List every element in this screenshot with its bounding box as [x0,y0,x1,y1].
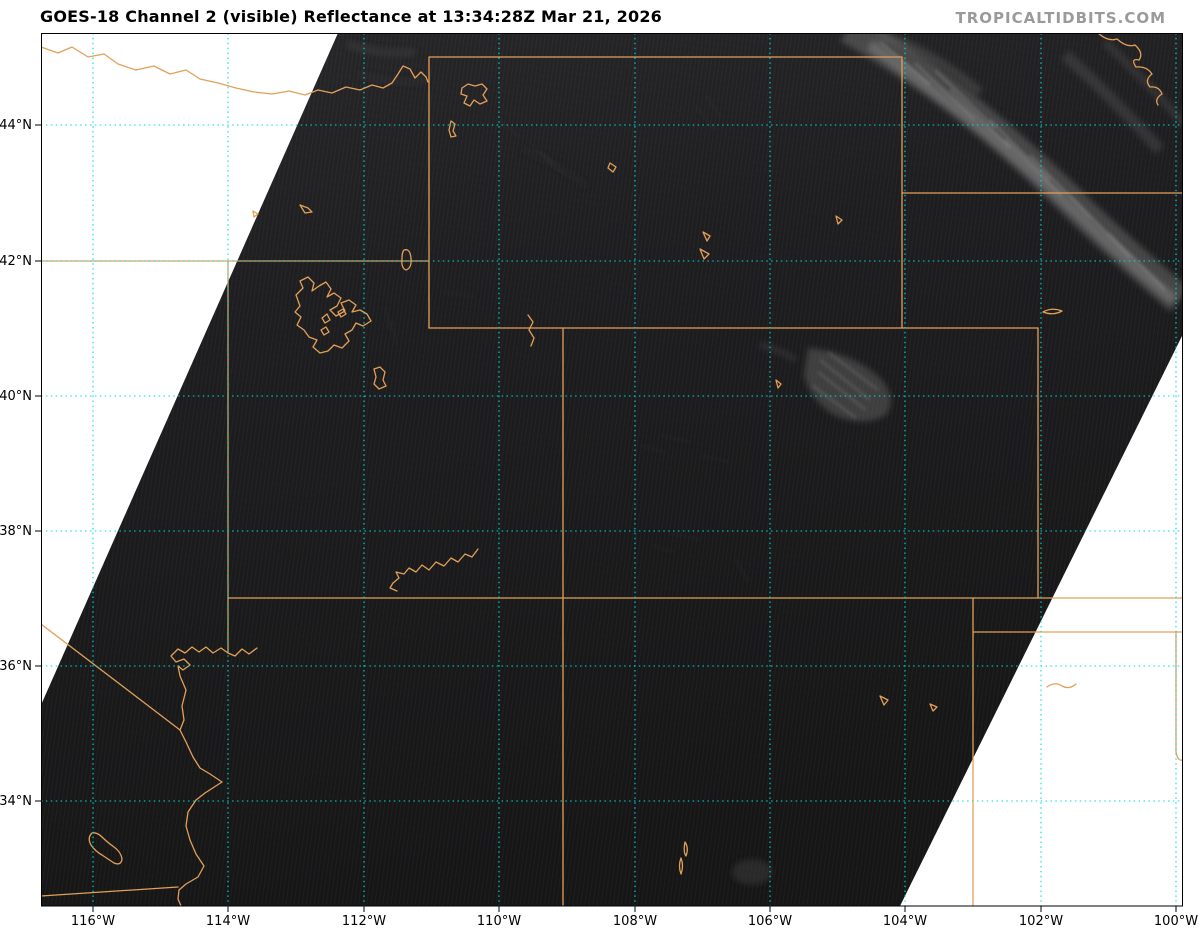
lake-powell [389,548,479,592]
page-title: GOES-18 Channel 2 (visible) Reflectance … [40,7,662,26]
border-idaho-montana [41,46,429,96]
lake-great-salt-lake [294,276,372,354]
lon-axis-labels: 116°W 114°W 112°W 110°W 108°W 106°W 104°… [71,914,1198,929]
lake-american-falls [252,204,313,218]
border-ok-panhandle [972,597,1183,906]
border-california-nevada [41,623,181,731]
graticule [41,33,1183,906]
lat-label: 36°N [0,659,32,674]
lake-utah-lake [373,366,387,390]
border-colorado-river [170,646,258,906]
lon-label: 102°W [1019,914,1063,929]
state-borders [41,33,1183,906]
lon-label: 114°W [206,914,250,929]
lake-bear-lake [401,249,412,271]
lon-label: 116°W [71,914,115,929]
lake-boysen [607,162,617,173]
lake-mcconaughy [1042,308,1063,315]
lake-salton-sea [88,832,123,865]
border-mexico [41,886,179,897]
axis-ticks [35,124,1177,912]
lakes-wyoming-reservoirs [699,215,843,260]
lon-label: 104°W [883,914,927,929]
lon-label: 112°W [342,914,386,929]
lat-axis-labels: 44°N 42°N 40°N 38°N 36°N 34°N [0,118,32,809]
lake-grand [775,379,782,389]
cloud-imagery [346,33,1183,885]
lake-elephant-butte [678,841,688,875]
lat-label: 34°N [0,794,32,809]
plot-frame [41,33,1183,907]
lon-label: 100°W [1154,914,1198,929]
lon-label: 110°W [477,914,521,929]
lat-label: 42°N [0,254,32,269]
lon-label: 108°W [613,914,657,929]
lon-label: 106°W [748,914,792,929]
lake-jackson [448,120,457,138]
lat-label: 40°N [0,389,32,404]
watermark-tropicaltidbits: TROPICALTIDBITS.COM [955,9,1166,27]
river-missouri [1097,33,1163,106]
lake-yellowstone [460,83,488,107]
lat-label: 44°N [0,118,32,133]
lakes-new-mexico [879,695,938,712]
lake-flaming-gorge [527,314,535,347]
lat-label: 38°N [0,524,32,539]
lake-meredith [1046,683,1077,689]
